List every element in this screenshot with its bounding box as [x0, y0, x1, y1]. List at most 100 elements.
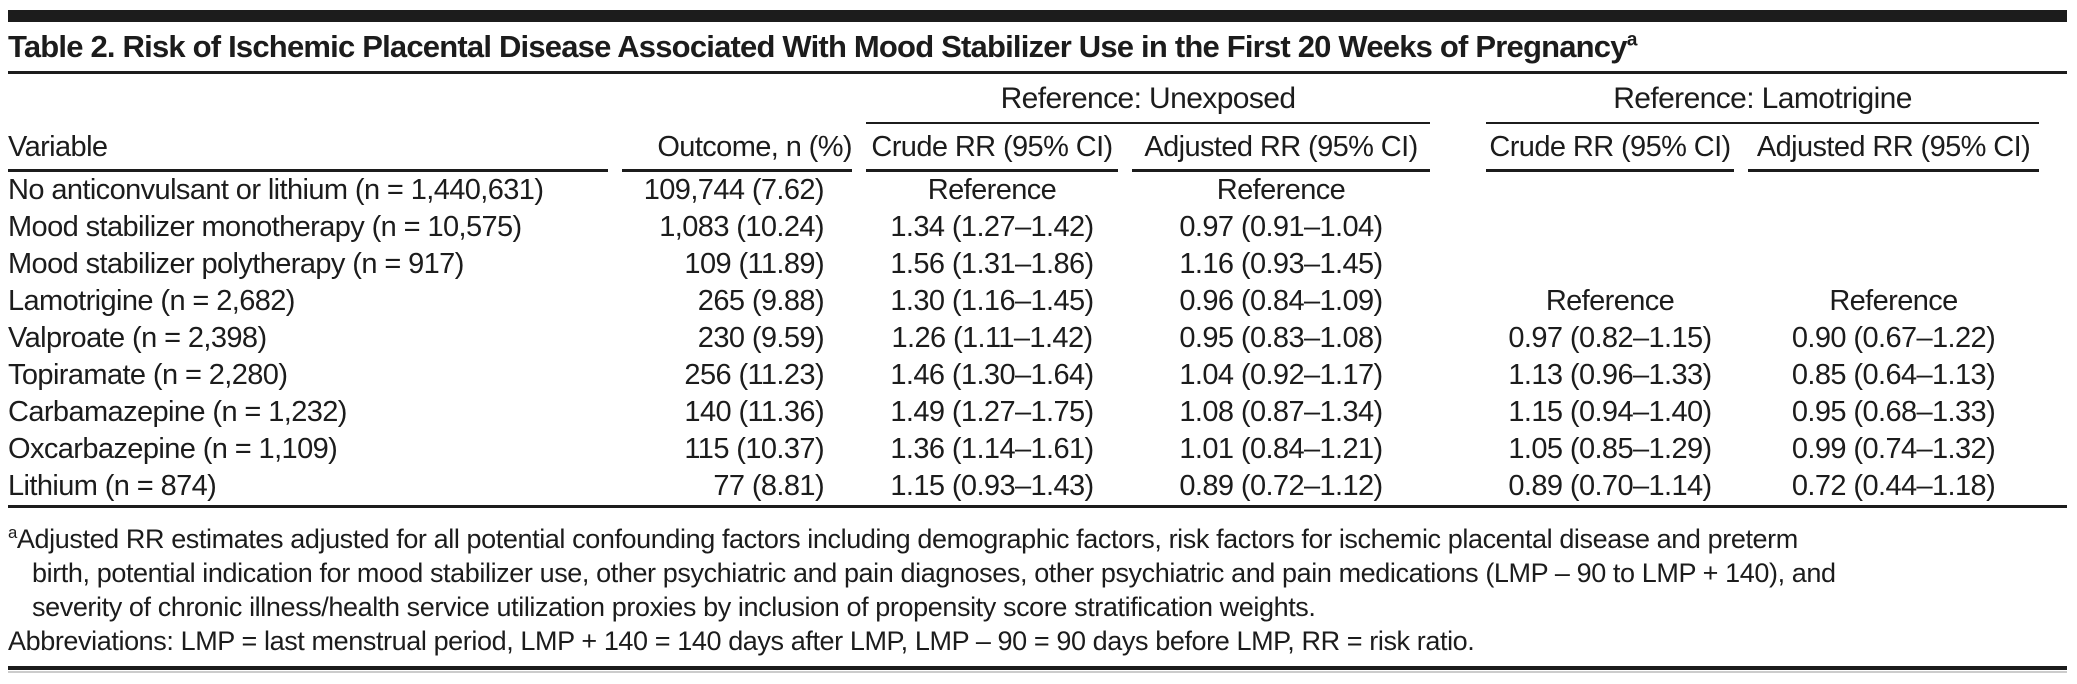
cell-variable: Oxcarbazepine (n = 1,109) — [8, 433, 338, 465]
cell-crude-rr-lamotrigine: 1.13 (0.96–1.33) — [1508, 359, 1712, 391]
cell-crude-rr-lamotrigine: 0.89 (0.70–1.14) — [1508, 470, 1712, 502]
footnote-adjusted-line-2: birth, potential indication for mood sta… — [32, 558, 1836, 588]
cell-crude-rr-unexposed: 1.56 (1.31–1.86) — [890, 248, 1094, 280]
table-row-carbamazepine: Carbamazepine (n = 1,232) 140 (11.36) 1.… — [8, 394, 2039, 431]
cell-gap — [1444, 431, 1472, 468]
column-header-adjusted-rr-lamotrigine: Adjusted RR (95% CI) — [1748, 124, 2040, 172]
cell-crude-rr-unexposed: 1.46 (1.30–1.64) — [890, 359, 1094, 391]
cell-variable: Lithium (n = 874) — [8, 470, 217, 502]
cell-crude-rr-lamotrigine — [1486, 172, 1734, 209]
cell-variable: Carbamazepine (n = 1,232) — [8, 396, 347, 428]
cell-adjusted-rr-lamotrigine — [1748, 172, 2039, 209]
cell-adjusted-rr-lamotrigine: 0.90 (0.67–1.22) — [1791, 322, 1996, 354]
cell-adjusted-rr-unexposed: 1.08 (0.87–1.34) — [1179, 396, 1383, 428]
cell-crude-rr-unexposed: 1.26 (1.11–1.42) — [891, 322, 1093, 354]
cell-adjusted-rr-lamotrigine: 0.99 (0.74–1.32) — [1791, 433, 1996, 465]
cell-outcome: 109 (11.89) — [684, 248, 824, 280]
table-row-no-anticonvulsant: No anticonvulsant or lithium (n = 1,440,… — [8, 172, 2039, 209]
cell-outcome: 265 (9.88) — [697, 285, 825, 317]
spanner-reference-unexposed: Reference: Unexposed — [866, 74, 1431, 124]
cell-adjusted-rr-unexposed: 0.96 (0.84–1.09) — [1179, 285, 1383, 317]
cell-adjusted-rr-unexposed: 0.95 (0.83–1.08) — [1179, 322, 1383, 354]
cell-adjusted-rr-unexposed: 1.04 (0.92–1.17) — [1179, 359, 1383, 391]
cell-outcome: 1,083 (10.24) — [659, 211, 824, 243]
cell-outcome: 109,744 (7.62) — [643, 174, 825, 206]
table-bottom-rule — [8, 505, 2067, 508]
cell-adjusted-rr-unexposed: Reference — [1216, 174, 1346, 206]
column-header-crude-rr-lamotrigine: Crude RR (95% CI) — [1486, 124, 1735, 172]
cell-variable: Lamotrigine (n = 2,682) — [8, 285, 295, 317]
table-title-text: Table 2. Risk of Ischemic Placental Dise… — [8, 29, 1627, 64]
table-row-oxcarbazepine: Oxcarbazepine (n = 1,109) 115 (10.37) 1.… — [8, 431, 2039, 468]
cell-gap — [1444, 394, 1472, 431]
cell-crude-rr-unexposed: Reference — [927, 174, 1057, 206]
cell-adjusted-rr-lamotrigine: 0.95 (0.68–1.33) — [1791, 396, 1996, 428]
cell-crude-rr-lamotrigine: 1.05 (0.85–1.29) — [1508, 433, 1712, 465]
bottom-rule-shadow — [8, 671, 2067, 673]
cell-gap — [1444, 172, 1472, 209]
cell-crude-rr-lamotrigine — [1486, 246, 1734, 283]
cell-gap — [1444, 209, 1472, 246]
cell-outcome: 140 (11.36) — [684, 396, 824, 428]
table-title-footnote-marker: a — [1626, 29, 1638, 51]
cell-gap — [1444, 320, 1472, 357]
spanner-group-gap — [1444, 74, 1472, 124]
cell-outcome: 256 (11.23) — [684, 359, 824, 391]
cell-adjusted-rr-lamotrigine: Reference — [1829, 285, 1958, 317]
cell-adjusted-rr-lamotrigine — [1748, 246, 2039, 283]
footnote-adjusted-line-1: aAdjusted RR estimates adjusted for all … — [8, 516, 2067, 556]
column-header-crude-rr-unexposed: Crude RR (95% CI) — [866, 124, 1118, 172]
cell-adjusted-rr-unexposed: 1.01 (0.84–1.21) — [1179, 433, 1383, 465]
bottom-rule — [8, 666, 2067, 670]
cell-gap — [1444, 468, 1472, 505]
spanner-spacer-left — [8, 74, 852, 124]
table-row-topiramate: Topiramate (n = 2,280) 256 (11.23) 1.46 … — [8, 357, 2039, 394]
column-header-row: Variable Outcome, n (%) Crude RR (95% CI… — [8, 124, 2040, 172]
table-row-lithium: Lithium (n = 874) 77 (8.81) 1.15 (0.93–1… — [8, 468, 2039, 505]
cell-gap — [1444, 283, 1472, 320]
column-header-variable: Variable — [8, 124, 608, 172]
cell-crude-rr-unexposed: 1.15 (0.93–1.43) — [890, 470, 1094, 502]
spanner-reference-lamotrigine: Reference: Lamotrigine — [1486, 74, 2040, 124]
table-row-monotherapy: Mood stabilizer monotherapy (n = 10,575)… — [8, 209, 2039, 246]
cell-adjusted-rr-lamotrigine: 0.85 (0.64–1.13) — [1791, 359, 1996, 391]
cell-variable: Topiramate (n = 2,280) — [8, 359, 288, 391]
cell-outcome: 230 (9.59) — [697, 322, 825, 354]
column-header-group-gap — [1444, 124, 1472, 172]
cell-variable: No anticonvulsant or lithium (n = 1,440,… — [8, 174, 544, 206]
cell-adjusted-rr-lamotrigine — [1748, 209, 2039, 246]
cell-variable: Valproate (n = 2,398) — [8, 322, 267, 354]
cell-crude-rr-unexposed: 1.36 (1.14–1.61) — [890, 433, 1094, 465]
footnotes: aAdjusted RR estimates adjusted for all … — [8, 516, 2067, 658]
table-row-valproate: Valproate (n = 2,398) 230 (9.59) 1.26 (1… — [8, 320, 2039, 357]
cell-outcome: 77 (8.81) — [713, 470, 824, 502]
column-header-adjusted-rr-unexposed: Adjusted RR (95% CI) — [1132, 124, 1431, 172]
cell-variable: Mood stabilizer polytherapy (n = 917) — [8, 248, 464, 280]
title-rule — [8, 71, 2067, 74]
table-title: Table 2. Risk of Ischemic Placental Dise… — [8, 29, 2067, 65]
footnote-marker: a — [8, 523, 17, 542]
spanner-row: Reference: Unexposed Reference: Lamotrig… — [8, 74, 2040, 124]
cell-adjusted-rr-unexposed: 1.16 (0.93–1.45) — [1179, 248, 1383, 280]
column-header-outcome: Outcome, n (%) — [622, 124, 853, 172]
top-rule — [8, 10, 2067, 22]
footnote-abbreviations: Abbreviations: LMP = last menstrual peri… — [8, 626, 1475, 656]
cell-crude-rr-lamotrigine: Reference — [1545, 285, 1675, 317]
cell-crude-rr-unexposed: 1.30 (1.16–1.45) — [890, 285, 1094, 317]
cell-adjusted-rr-unexposed: 0.97 (0.91–1.04) — [1179, 211, 1383, 243]
cell-gap — [1444, 357, 1472, 394]
cell-crude-rr-lamotrigine: 1.15 (0.94–1.40) — [1508, 396, 1712, 428]
cell-adjusted-rr-lamotrigine: 0.72 (0.44–1.18) — [1791, 470, 1996, 502]
footnote-adjusted-text: Adjusted RR estimates adjusted for all p… — [16, 524, 1798, 554]
cell-adjusted-rr-unexposed: 0.89 (0.72–1.12) — [1179, 470, 1383, 502]
cell-crude-rr-unexposed: 1.49 (1.27–1.75) — [890, 396, 1094, 428]
footnote-adjusted-line-3: severity of chronic illness/health servi… — [32, 592, 1316, 622]
cell-outcome: 115 (10.37) — [684, 433, 824, 465]
risk-table: Reference: Unexposed Reference: Lamotrig… — [0, 74, 2053, 505]
cell-crude-rr-lamotrigine — [1486, 209, 1734, 246]
table-row-lamotrigine: Lamotrigine (n = 2,682) 265 (9.88) 1.30 … — [8, 283, 2039, 320]
cell-gap — [1444, 246, 1472, 283]
cell-variable: Mood stabilizer monotherapy (n = 10,575) — [8, 211, 522, 243]
cell-crude-rr-unexposed: 1.34 (1.27–1.42) — [890, 211, 1094, 243]
